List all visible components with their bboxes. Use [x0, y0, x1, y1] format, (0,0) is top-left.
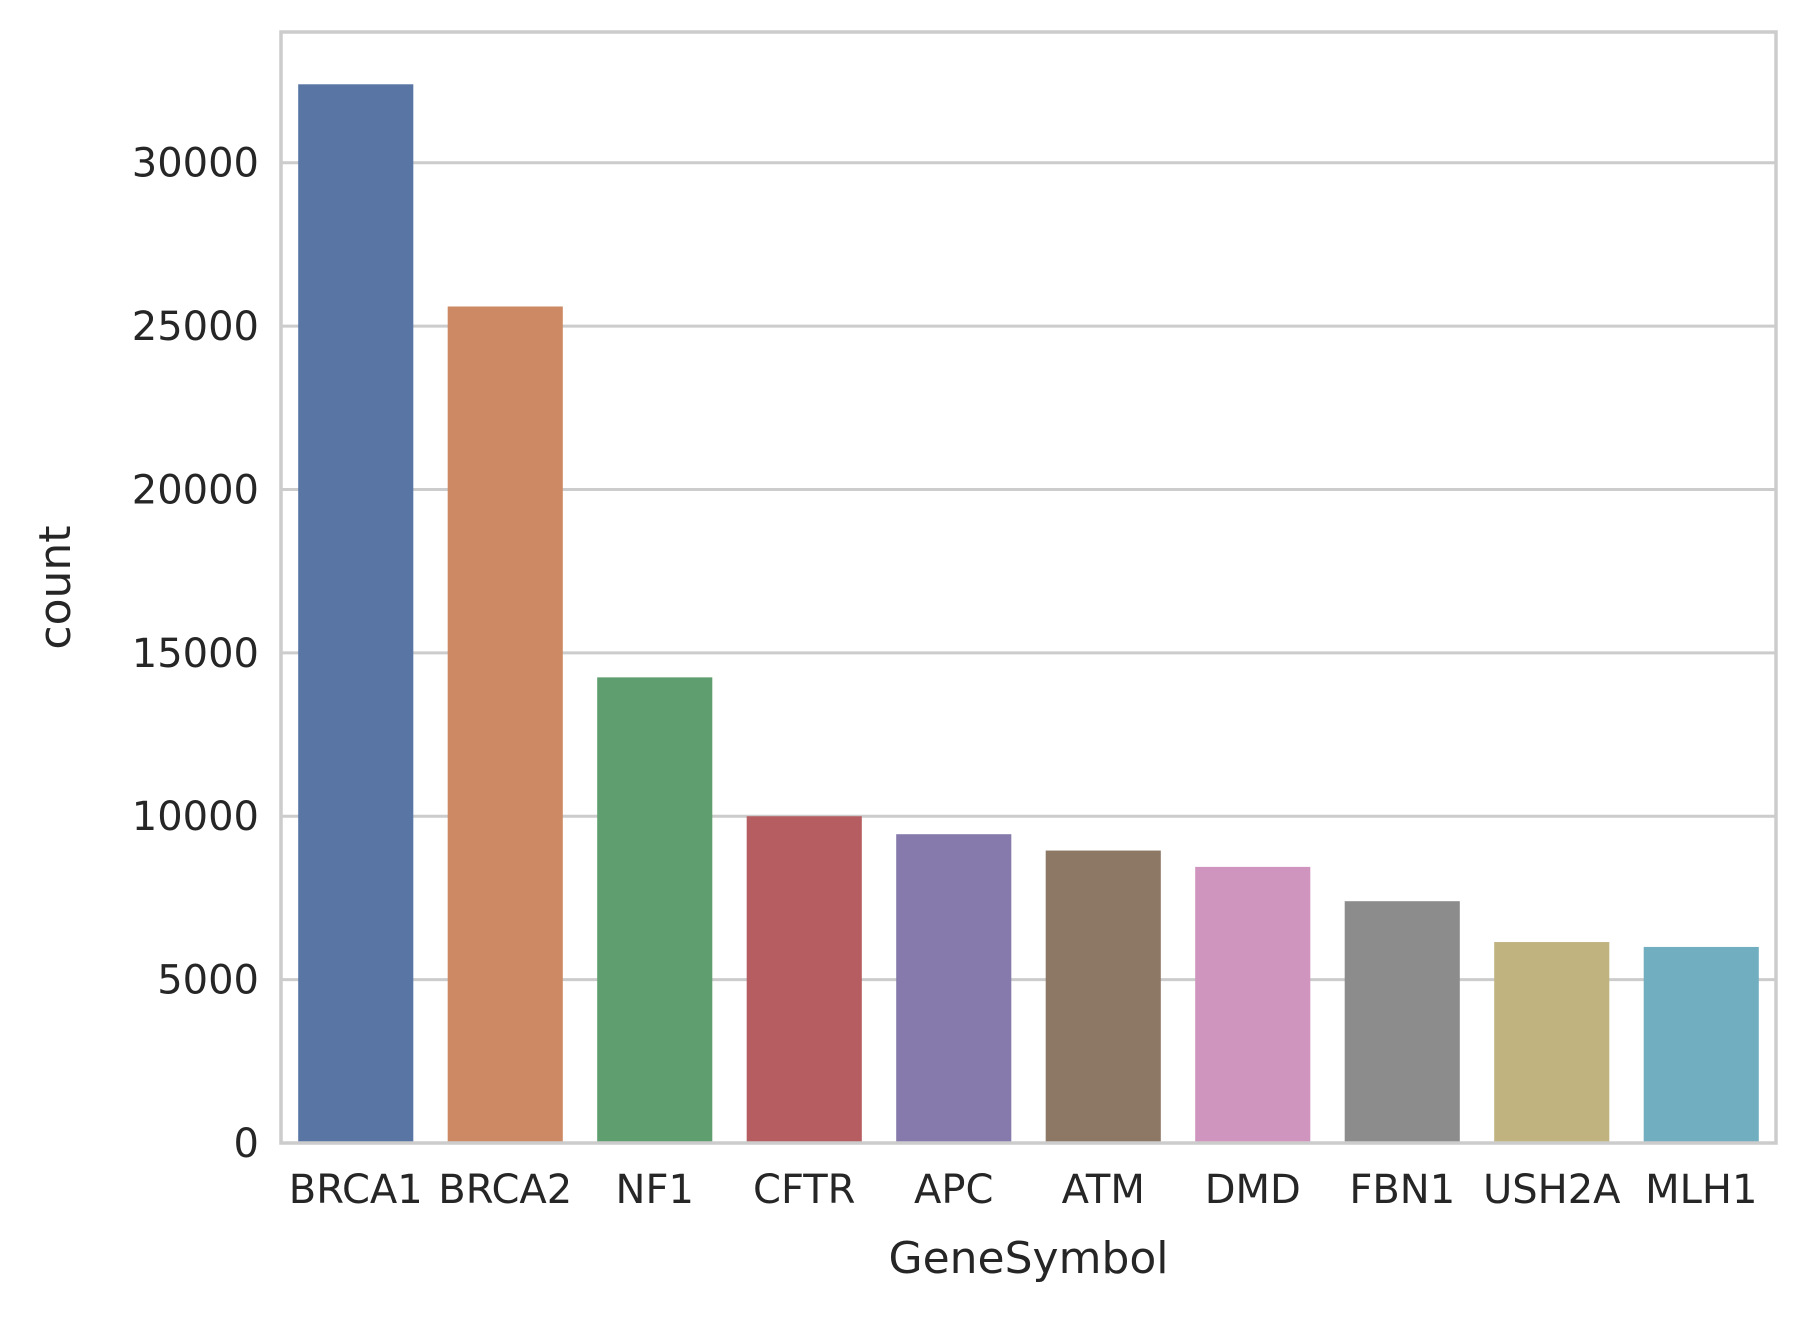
- plot-frame: [279, 30, 1778, 1145]
- y-axis-label: count: [30, 525, 81, 649]
- x-tick-label: APC: [914, 1167, 993, 1213]
- bar-dmd: [1195, 866, 1311, 1143]
- y-tick-label: 15000: [132, 631, 259, 677]
- bar-mlh1: [1643, 946, 1759, 1143]
- x-tick-label: ATM: [1062, 1167, 1145, 1213]
- x-tick-label: MLH1: [1645, 1167, 1757, 1213]
- x-tick-label: FBN1: [1349, 1167, 1455, 1213]
- x-tick-label: BRCA2: [438, 1167, 572, 1213]
- y-tick-label: 30000: [132, 141, 259, 187]
- bar-apc: [896, 834, 1012, 1143]
- bar-nf1: [597, 677, 713, 1143]
- y-tick-label: 10000: [132, 794, 259, 840]
- bar-cftr: [746, 816, 862, 1143]
- bar-ush2a: [1494, 942, 1610, 1143]
- bar-brca2: [447, 306, 563, 1143]
- y-tick-label: 20000: [132, 467, 259, 513]
- y-tick-label: 25000: [132, 304, 259, 350]
- bar-atm: [1045, 850, 1161, 1143]
- x-tick-label: DMD: [1205, 1167, 1301, 1213]
- x-tick-label: USH2A: [1483, 1167, 1621, 1213]
- x-tick-label: BRCA1: [289, 1167, 423, 1213]
- x-tick-labels: BRCA1 BRCA2 NF1 CFTR APC ATM DMD FBN1 USH2A MLH1: [289, 1167, 1758, 1213]
- bar-brca1: [298, 84, 414, 1144]
- x-tick-label: CFTR: [753, 1167, 855, 1213]
- y-tick-label: 5000: [157, 958, 259, 1004]
- bar-fbn1: [1344, 901, 1460, 1143]
- x-axis-label: GeneSymbol: [888, 1233, 1168, 1284]
- y-tick-label: 0: [234, 1121, 259, 1167]
- x-tick-label: NF1: [616, 1167, 694, 1213]
- y-tick-labels: 0 5000 10000 15000 20000 25000 30000: [132, 141, 259, 1167]
- bars: [298, 84, 1759, 1144]
